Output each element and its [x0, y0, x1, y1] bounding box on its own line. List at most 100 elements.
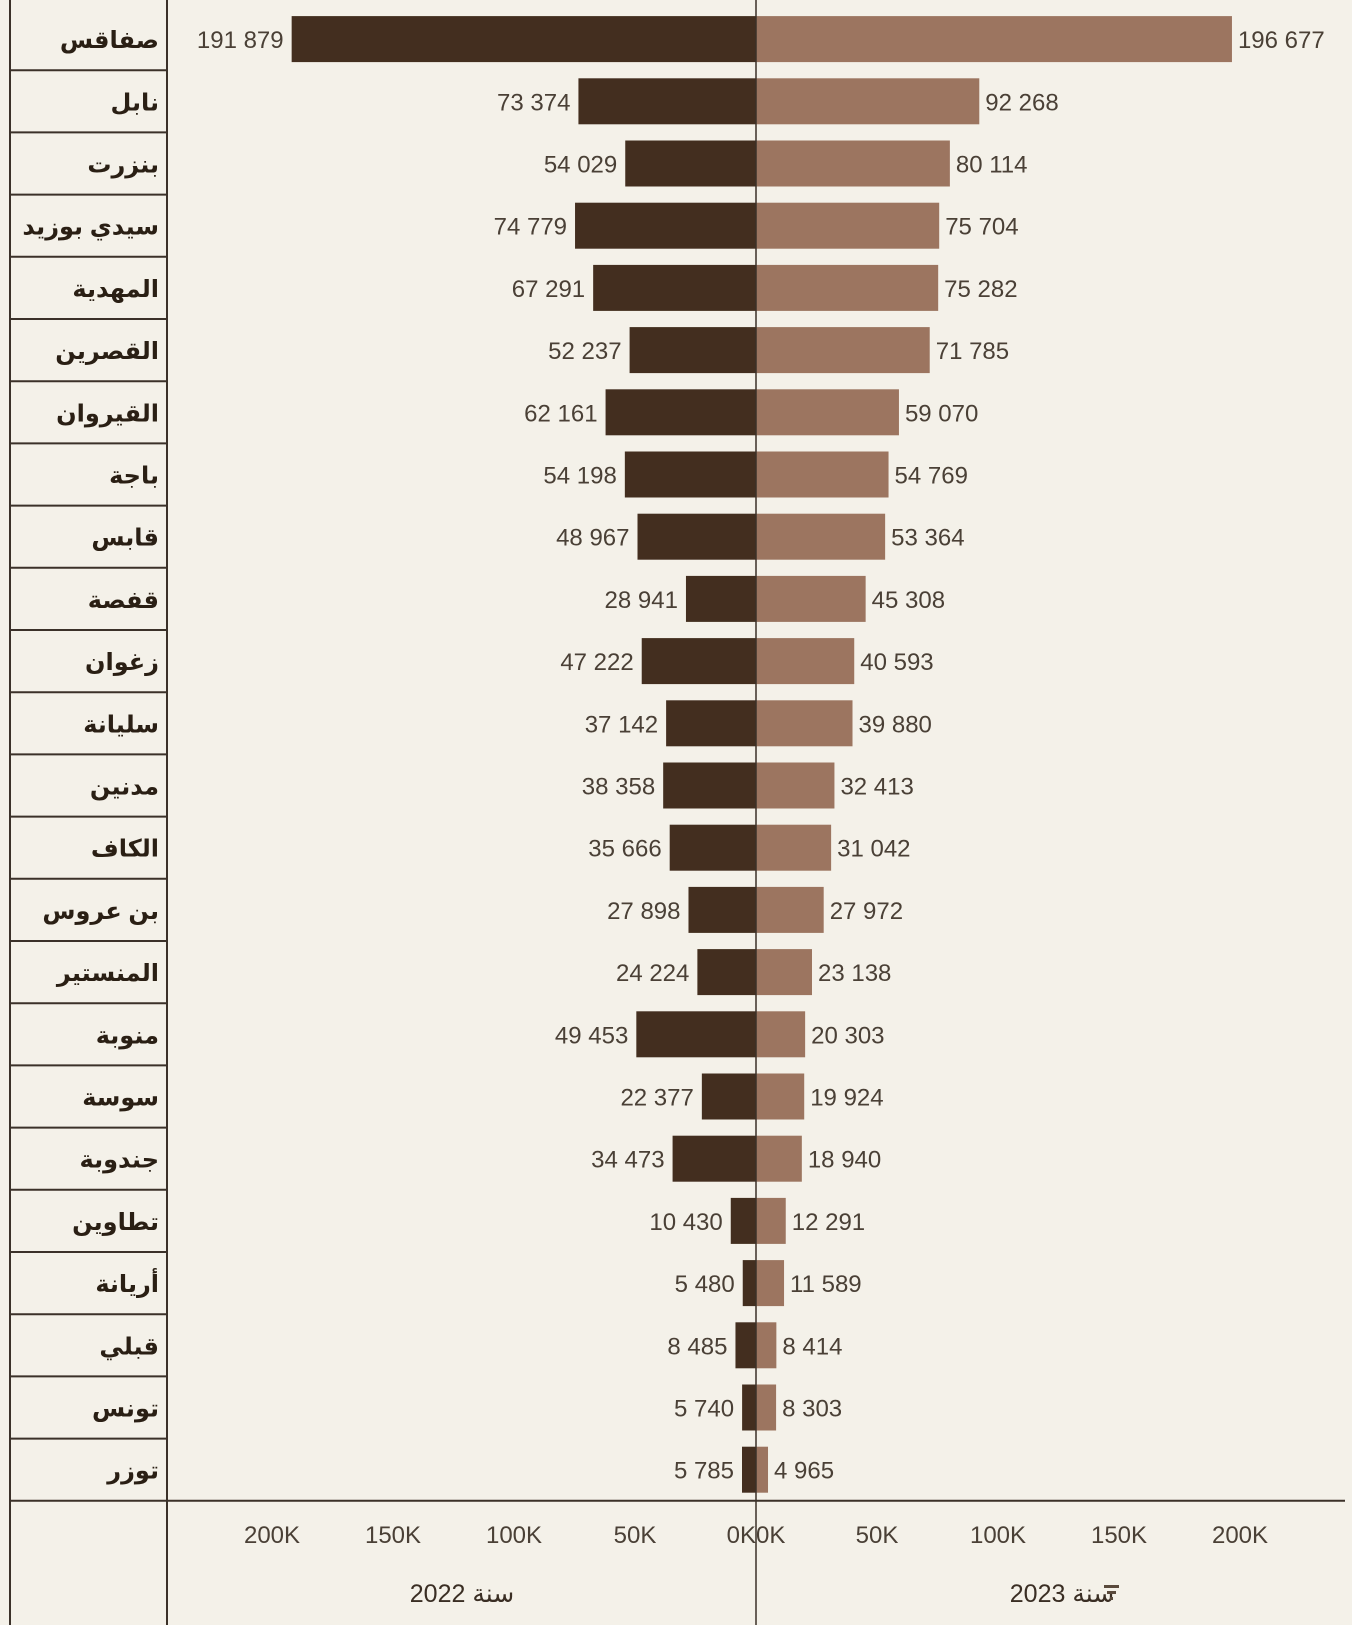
bar-2023 [756, 1446, 769, 1493]
bar-2022 [742, 1260, 756, 1307]
value-label-2023: 11 589 [790, 1271, 862, 1298]
value-label-2023: 18 940 [808, 1147, 881, 1174]
category-label: منوبة [96, 1022, 159, 1049]
bar-2022 [624, 451, 756, 498]
value-label-2023: 8 414 [782, 1333, 842, 1360]
value-label-2023: 20 303 [811, 1022, 884, 1049]
category-label: بنزرت [87, 152, 159, 179]
category-label: الكاف [91, 836, 159, 863]
value-label-2023: 53 364 [891, 525, 964, 552]
category-label: القيروان [56, 400, 159, 427]
value-label-2023: 196 677 [1238, 27, 1325, 54]
category-label: نابل [111, 89, 159, 116]
value-label-2023: 39 880 [859, 711, 932, 738]
category-label: سليانة [83, 711, 159, 738]
value-label-2023: 92 268 [985, 89, 1058, 116]
bar-2023 [756, 575, 866, 622]
bar-2023 [756, 1260, 785, 1307]
legend-2023: سنة 2023 [1010, 1580, 1119, 1608]
bar-2022 [697, 949, 756, 996]
value-label-2022: 5 480 [675, 1271, 735, 1298]
value-label-2023: 23 138 [818, 960, 891, 987]
category-label: صفاقس [60, 27, 159, 54]
category-label: باجة [109, 463, 159, 490]
bar-2023 [756, 1197, 786, 1244]
value-label-2023: 12 291 [792, 1209, 865, 1236]
value-label-2023: 31 042 [837, 836, 910, 863]
tick-label-left: 200K [244, 1522, 300, 1549]
value-label-2022: 27 898 [607, 898, 680, 925]
value-label-2022: 54 029 [544, 152, 617, 179]
value-label-2022: 62 161 [524, 400, 597, 427]
legend-2022-label: سنة 2022 [410, 1580, 514, 1608]
value-label-2023: 32 413 [840, 774, 913, 801]
bar-2022 [641, 638, 756, 685]
value-label-2023: 71 785 [936, 338, 1009, 365]
bar-2023 [756, 700, 853, 747]
bar-2022 [637, 513, 756, 560]
series-2022-bars: 191 879 73 374 54 029 74 779 67 291 52 237 62 … [197, 16, 756, 1493]
bar-2023 [756, 264, 939, 311]
value-label-2023: 59 070 [905, 400, 978, 427]
value-label-2022: 10 430 [649, 1209, 722, 1236]
legend: سنة 2022 سنة 2023 [410, 1580, 1119, 1608]
bar-2022 [578, 78, 756, 125]
bar-2022 [688, 886, 756, 933]
bar-2022 [575, 202, 756, 249]
bar-2022 [669, 824, 756, 871]
bar-2023 [756, 638, 855, 685]
bar-2022 [625, 140, 756, 187]
bar-2023 [756, 1322, 777, 1369]
value-label-2022: 74 779 [494, 214, 567, 241]
category-label: أريانة [95, 1268, 159, 1298]
tick-label-right: 50K [856, 1522, 899, 1549]
tick-label-left: 100K [486, 1522, 542, 1549]
category-label: جندوبة [80, 1147, 159, 1174]
value-label-2022: 38 358 [582, 774, 655, 801]
bar-2023 [756, 513, 886, 560]
category-label: مدنين [90, 774, 159, 801]
bar-2023 [756, 1135, 802, 1182]
bar-2022 [672, 1135, 756, 1182]
bar-2022 [742, 1384, 756, 1431]
bar-2022 [685, 575, 756, 622]
value-label-2022: 5 740 [674, 1396, 734, 1423]
value-label-2023: 40 593 [860, 649, 933, 676]
value-label-2022: 5 785 [674, 1458, 734, 1485]
tick-label-left: 150K [365, 1522, 421, 1549]
value-label-2023: 75 282 [944, 276, 1017, 303]
bar-2022 [629, 327, 756, 374]
bar-2023 [756, 824, 832, 871]
value-label-2022: 24 224 [616, 960, 689, 987]
category-label: المهدية [72, 276, 159, 303]
bar-2022 [666, 700, 756, 747]
value-label-2022: 35 666 [588, 836, 661, 863]
filter-icon[interactable] [1104, 1585, 1119, 1600]
category-label: تونس [92, 1396, 159, 1423]
value-label-2023: 45 308 [872, 587, 945, 614]
value-label-2022: 28 941 [605, 587, 678, 614]
series-2023-bars: 196 677 92 268 80 114 75 704 75 282 71 785 59 … [756, 16, 1325, 1493]
bar-2022 [735, 1322, 756, 1369]
value-label-2022: 73 374 [497, 89, 570, 116]
category-label: توزر [106, 1458, 159, 1485]
value-label-2022: 22 377 [620, 1085, 693, 1112]
value-label-2022: 47 222 [560, 649, 633, 676]
bar-2023 [756, 389, 899, 436]
category-label: تطاوين [72, 1209, 159, 1236]
category-label: سوسة [82, 1085, 159, 1112]
bar-2022 [663, 762, 756, 809]
value-label-2022: 52 237 [548, 338, 621, 365]
value-label-2022: 8 485 [667, 1333, 727, 1360]
legend-2023-label: سنة 2023 [1010, 1580, 1114, 1608]
bar-2023 [756, 140, 950, 187]
category-label: بن عروس [42, 898, 159, 925]
bar-2023 [756, 949, 812, 996]
value-label-2023: 8 303 [782, 1396, 842, 1423]
value-label-2022: 34 473 [591, 1147, 664, 1174]
value-label-2022: 37 142 [585, 711, 658, 738]
category-label: سيدي بوزيد [22, 214, 159, 241]
value-label-2022: 54 198 [543, 463, 616, 490]
value-label-2022: 67 291 [512, 276, 585, 303]
bar-2023 [756, 78, 980, 125]
